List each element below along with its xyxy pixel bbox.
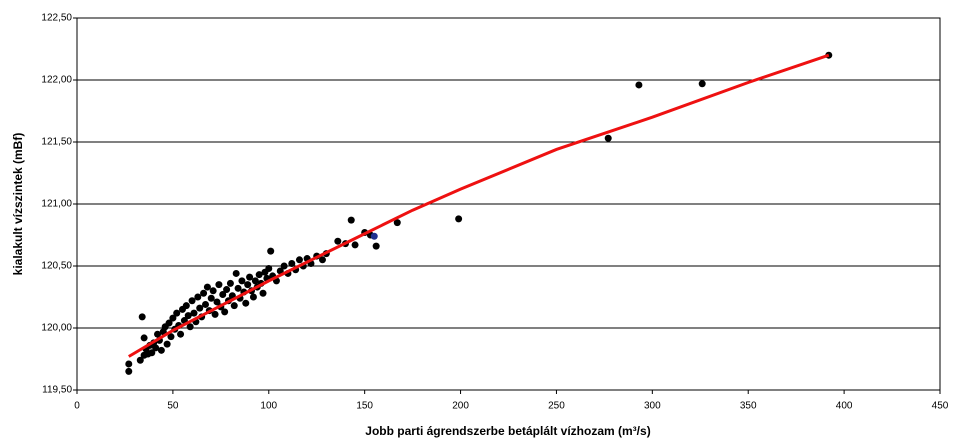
data-point xyxy=(226,279,234,287)
data-point xyxy=(249,293,257,301)
x-tick-label: 150 xyxy=(356,401,373,412)
data-point xyxy=(184,312,192,320)
data-point xyxy=(698,80,706,88)
data-point xyxy=(194,293,202,301)
x-tick-label: 450 xyxy=(932,401,949,412)
data-point xyxy=(138,313,146,321)
data-point xyxy=(186,323,194,331)
data-point xyxy=(136,356,144,364)
data-point xyxy=(163,340,171,348)
data-point xyxy=(201,300,209,308)
trend-line xyxy=(128,53,830,358)
y-tick-label: 119,50 xyxy=(42,385,72,396)
data-point xyxy=(238,277,246,285)
data-point xyxy=(152,344,160,352)
data-point xyxy=(167,333,175,341)
data-point xyxy=(219,291,227,299)
x-tick-label: 350 xyxy=(740,401,757,412)
data-point xyxy=(188,297,196,305)
data-point xyxy=(190,309,198,317)
data-point xyxy=(455,215,463,223)
x-axis-title: Jobb parti ágrendszerbe betáplált vízhoz… xyxy=(365,424,650,438)
data-point xyxy=(200,289,208,297)
data-point xyxy=(221,308,229,316)
x-tick-label: 300 xyxy=(644,401,661,412)
data-point xyxy=(288,260,296,268)
data-point xyxy=(246,273,254,281)
data-point xyxy=(125,367,133,375)
x-tick-label: 200 xyxy=(452,401,469,412)
y-axis-title: kialakult vízszintek (mBf) xyxy=(11,133,25,276)
data-point xyxy=(213,298,221,306)
data-point xyxy=(347,216,355,224)
data-point xyxy=(234,284,242,292)
data-point xyxy=(259,289,267,297)
data-point xyxy=(334,237,342,245)
data-point xyxy=(207,294,215,302)
data-point xyxy=(125,360,133,368)
data-point xyxy=(295,256,303,264)
data-point xyxy=(165,319,173,327)
data-point xyxy=(173,309,181,317)
y-tick-label: 121,50 xyxy=(41,137,72,148)
data-point xyxy=(244,281,252,289)
data-point xyxy=(393,219,401,227)
data-point xyxy=(203,283,211,291)
x-tick-label: 400 xyxy=(836,401,853,412)
data-point xyxy=(265,264,273,272)
x-tick-label: 50 xyxy=(167,401,179,412)
data-point xyxy=(251,277,259,285)
data-point xyxy=(209,287,217,295)
y-tick-label: 121,00 xyxy=(41,199,72,210)
data-point xyxy=(154,330,162,338)
data-point xyxy=(318,256,326,264)
x-tick-label: 0 xyxy=(74,401,80,412)
data-point xyxy=(140,334,148,342)
data-point xyxy=(372,242,380,250)
data-point xyxy=(215,281,223,289)
data-point xyxy=(604,134,612,142)
data-point xyxy=(255,271,263,279)
data-point xyxy=(230,302,238,310)
data-point xyxy=(370,232,378,240)
data-point xyxy=(267,247,275,255)
data-point xyxy=(211,310,219,318)
data-point xyxy=(223,286,231,294)
data-point xyxy=(169,314,177,322)
data-point xyxy=(242,299,250,307)
x-tick-label: 250 xyxy=(548,401,565,412)
data-point xyxy=(148,349,156,357)
data-point xyxy=(177,330,185,338)
data-point xyxy=(351,241,359,249)
y-tick-label: 120,00 xyxy=(41,323,72,334)
data-point xyxy=(182,302,190,310)
y-tick-label: 122,00 xyxy=(41,75,72,86)
data-point xyxy=(157,346,165,354)
data-point xyxy=(232,269,240,277)
data-point xyxy=(280,262,288,270)
data-point xyxy=(196,304,204,312)
data-point xyxy=(635,81,643,89)
y-tick-label: 120,50 xyxy=(41,261,72,272)
y-tick-label: 122,50 xyxy=(41,13,72,24)
x-tick-label: 100 xyxy=(260,401,277,412)
